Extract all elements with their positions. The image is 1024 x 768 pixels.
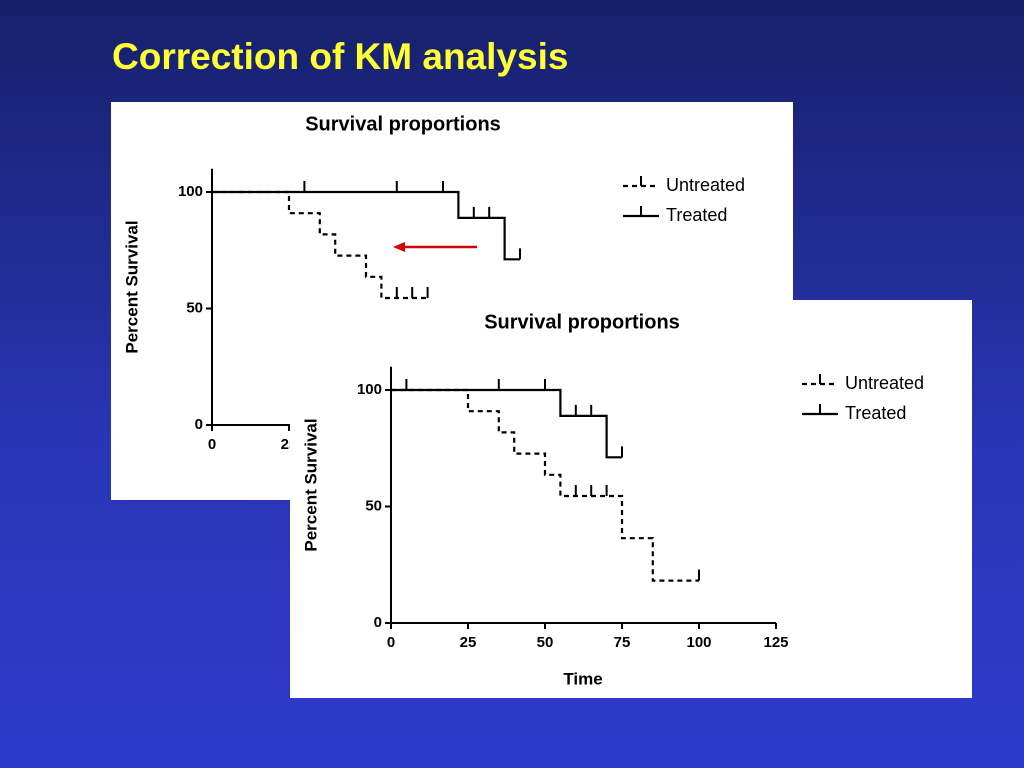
y-axis-label: Percent Survival <box>122 220 141 353</box>
chart-title: Survival proportions <box>305 113 501 135</box>
x-tick-label: 0 <box>208 436 216 453</box>
x-tick-label: 75 <box>614 634 631 651</box>
x-tick-label: 50 <box>537 634 554 651</box>
x-tick-label: 125 <box>763 634 788 651</box>
chart-title: Survival proportions <box>484 311 680 333</box>
slide-title: Correction of KM analysis <box>112 36 569 77</box>
x-tick-label: 100 <box>686 634 711 651</box>
survival-curve <box>212 190 428 300</box>
chart: Survival proportions Percent Survival Time… <box>301 311 924 688</box>
y-tick-label: 50 <box>365 497 382 514</box>
survival-curve <box>391 388 622 459</box>
chart-card: Survival proportions Percent Survival Time… <box>290 300 972 698</box>
x-tick-label: 25 <box>460 634 477 651</box>
x-tick-label: 0 <box>387 634 395 651</box>
survival-curve <box>212 190 520 261</box>
legend-label: Untreated <box>666 175 745 195</box>
legend-label: Treated <box>845 403 906 423</box>
y-tick-label: 100 <box>178 183 203 200</box>
y-tick-label: 100 <box>357 381 382 398</box>
x-axis-label: Time <box>563 669 602 688</box>
y-tick-label: 50 <box>186 299 203 316</box>
y-tick-label: 0 <box>195 416 203 433</box>
legend-label: Untreated <box>845 373 924 393</box>
legend-label: Treated <box>666 205 727 225</box>
y-axis-label: Percent Survival <box>301 418 320 551</box>
survival-curve <box>391 388 699 582</box>
arrow-head <box>393 242 405 252</box>
y-tick-label: 0 <box>374 614 382 631</box>
